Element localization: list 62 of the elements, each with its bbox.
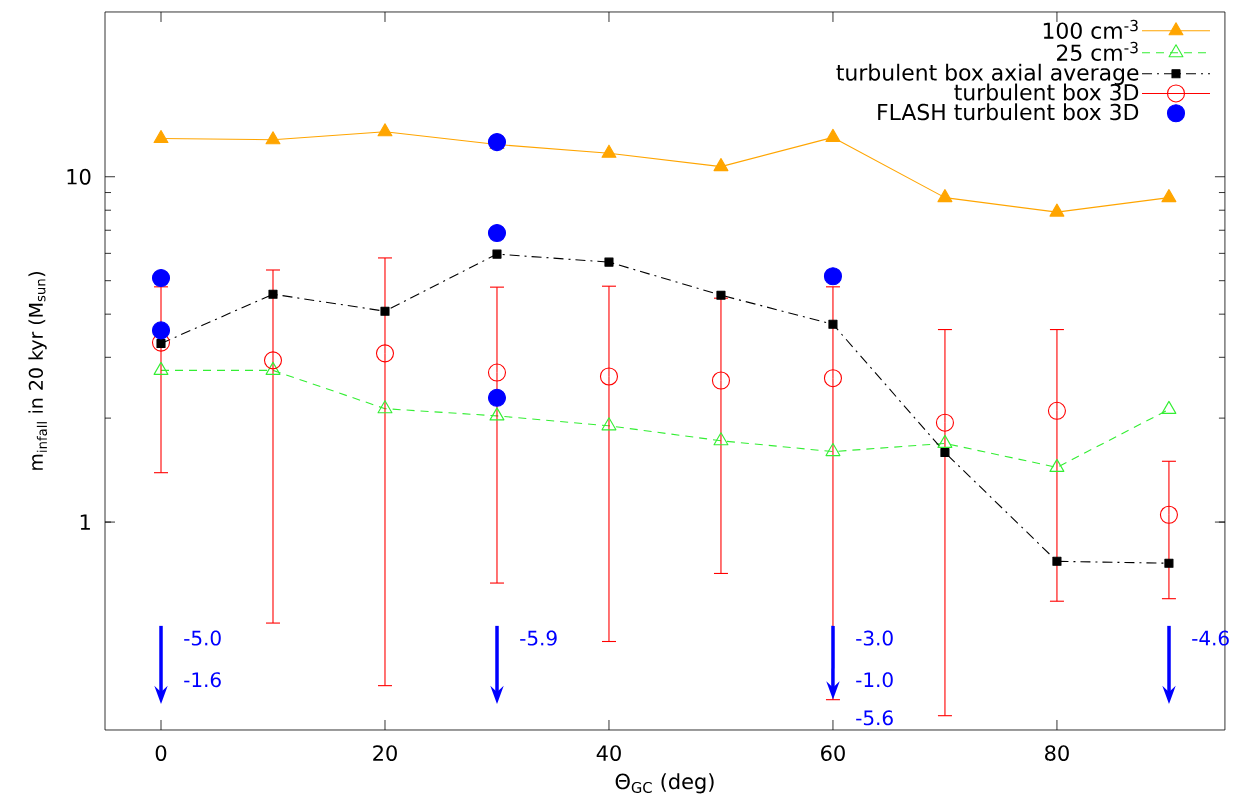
point <box>1161 400 1177 414</box>
point <box>711 371 731 390</box>
point <box>1047 401 1066 420</box>
legend-label: FLASH turbulent box 3D <box>878 103 1139 121</box>
y-tick-label: 1 <box>80 514 90 530</box>
point <box>492 249 502 259</box>
point <box>823 369 843 388</box>
point <box>1049 458 1065 472</box>
point <box>825 128 841 142</box>
point <box>828 319 838 329</box>
annotation: -1.6 <box>184 672 221 688</box>
point <box>489 407 505 421</box>
point <box>601 417 617 431</box>
point <box>1164 558 1174 568</box>
point <box>375 344 395 363</box>
point <box>935 413 954 432</box>
annotation: -5.0 <box>184 630 221 646</box>
point <box>713 158 729 172</box>
y-tick-label: 10 <box>67 168 91 185</box>
point <box>825 443 841 457</box>
x-axis-title: Θ$_{GC}$ (deg) <box>615 773 714 794</box>
point <box>713 432 729 446</box>
point <box>151 268 171 288</box>
legend-label: 25 cm$^{-3}$ <box>1057 41 1138 61</box>
point <box>937 434 953 448</box>
annotation: -3.0 <box>856 630 893 646</box>
legend-label: turbulent box 3D <box>954 83 1139 101</box>
point <box>940 447 950 458</box>
point <box>823 267 843 286</box>
y-axis-title: m$_{infall}$ in 20 kyr (M$_{sun}$) <box>28 272 48 470</box>
x-tick-label: 80 <box>1045 745 1069 761</box>
point <box>599 367 619 386</box>
point <box>1159 505 1178 524</box>
point <box>1049 203 1065 217</box>
point <box>377 123 393 137</box>
annotation: -5.9 <box>520 630 557 646</box>
point <box>268 289 278 299</box>
point <box>377 400 393 414</box>
point <box>265 131 281 145</box>
x-tick-label: 40 <box>596 745 621 761</box>
point <box>153 130 169 144</box>
point <box>937 189 953 203</box>
point <box>601 144 617 158</box>
point <box>487 224 507 243</box>
point <box>487 363 507 382</box>
x-tick-label: 60 <box>821 745 845 761</box>
point <box>265 361 281 375</box>
x-tick-label: 20 <box>373 745 397 761</box>
point <box>716 290 726 300</box>
point <box>380 306 390 316</box>
point <box>1161 189 1177 203</box>
annotation: -5.6 <box>856 710 893 726</box>
point <box>153 361 169 375</box>
legend-label: 100 cm$^{-3}$ <box>1043 19 1138 39</box>
annotation: -4.6 <box>1192 630 1229 646</box>
point <box>487 388 507 407</box>
point <box>151 321 171 340</box>
point <box>604 257 614 267</box>
x-tick-label: 0 <box>155 745 167 761</box>
point <box>263 351 283 370</box>
annotation: -1.0 <box>856 672 893 688</box>
point <box>1052 556 1062 566</box>
